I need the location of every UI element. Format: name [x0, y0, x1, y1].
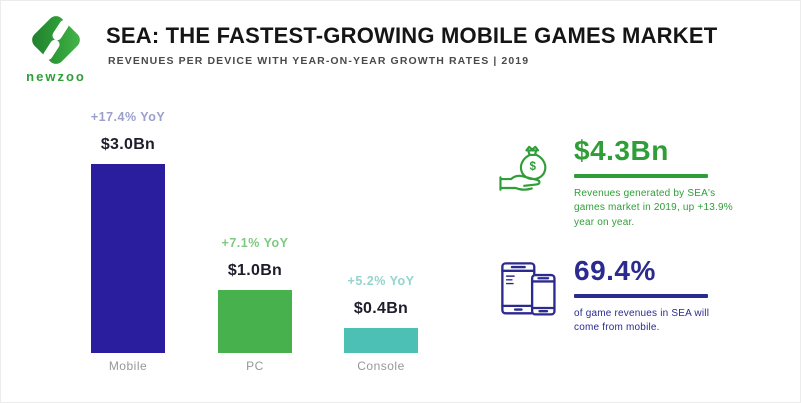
money-bag-hand-icon: $	[499, 145, 547, 191]
growth-label-console: +5.2% YoY	[347, 274, 415, 288]
stat-underline	[574, 173, 708, 178]
bar-group-console: +5.2% YoY $0.4Bn	[331, 274, 431, 353]
value-label-pc: $1.0Bn	[227, 262, 283, 279]
mobile-devices-icon	[501, 262, 556, 316]
value-label-mobile: $3.0Bn	[100, 136, 156, 153]
bar-group-pc: +7.1% YoY $1.0Bn	[205, 236, 305, 353]
stat-body: $4.3Bn Revenues generated by SEA's games…	[574, 135, 734, 230]
axis-label-pc: PC	[246, 359, 264, 373]
stat-description-revenues: Revenues generated by SEA's games market…	[574, 187, 733, 228]
growth-label-pc: +7.1% YoY	[221, 236, 289, 250]
axis-label-mobile: Mobile	[108, 359, 148, 373]
growth-label-mobile: +17.4% YoY	[90, 110, 166, 124]
page-title: SEA: THE FASTEST-GROWING MOBILE GAMES MA…	[106, 23, 718, 48]
page-subtitle: REVENUES PER DEVICE WITH YEAR-ON-YEAR GR…	[108, 55, 530, 67]
newzoo-wordmark: newzoo	[26, 69, 86, 84]
stat-underline	[574, 293, 708, 298]
svg-text:$: $	[529, 160, 536, 173]
newzoo-diamond-icon	[32, 16, 80, 64]
newzoo-logo: newzoo	[21, 9, 91, 84]
bar-console	[344, 328, 418, 353]
bar-group-mobile: +17.4% YoY $3.0Bn	[78, 110, 178, 353]
stat-body: 69.4% of game revenues in SEA will come …	[574, 255, 734, 336]
bar-chart: +17.4% YoY $3.0Bn +7.1% YoY $1.0Bn +5.2%…	[1, 101, 471, 353]
bar-pc	[218, 290, 292, 353]
stat-value-revenues: $4.3Bn	[574, 135, 669, 166]
value-label-console: $0.4Bn	[353, 300, 409, 317]
axis-label-console: Console	[357, 359, 405, 373]
stat-value-mobile-share: 69.4%	[574, 255, 656, 286]
bar-mobile	[91, 164, 165, 353]
stat-description-mobile-share: of game revenues in SEA will come from m…	[574, 307, 710, 334]
